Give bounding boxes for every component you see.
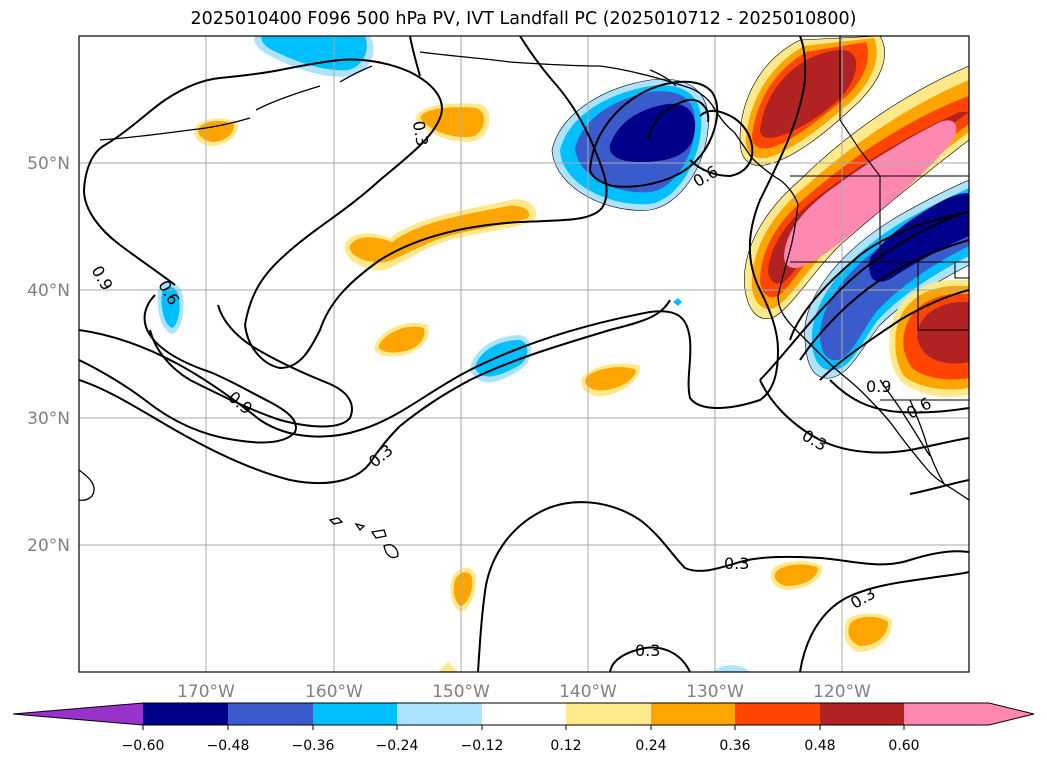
gridlines [79, 36, 969, 672]
contour-label: 0.3 [409, 119, 432, 147]
lat-label-30n: 30°N [27, 409, 70, 429]
colorbar-swatch [735, 703, 820, 725]
lat-label-20n: 20°N [27, 536, 70, 556]
lat-label-40n: 40°N [27, 281, 70, 301]
positive-anomaly-pacific-northwest [744, 65, 969, 319]
colorbar-tick-label: 0.12 [550, 738, 581, 754]
positive-anomaly-bc-coast [739, 36, 885, 166]
contour-label: 0.3 [635, 641, 660, 660]
contour-label: 0.9 [866, 377, 891, 396]
colorbar-swatch [228, 703, 313, 725]
negative-anomaly-patches [157, 281, 750, 672]
colorbar-swatch [143, 703, 228, 725]
lat-label-50n: 50°N [27, 154, 70, 174]
longitude-labels: 170°W 160°W 150°W 140°W 130°W 120°W [177, 682, 871, 702]
colorbar-tick-label: 0.48 [804, 738, 835, 754]
colorbar-under-swatch [13, 703, 143, 725]
political-borders [790, 36, 969, 401]
contour-label: 0.3 [724, 554, 749, 573]
colorbar-swatch [820, 703, 904, 725]
positive-anomaly-patches [194, 103, 893, 672]
negative-anomaly-southwest [804, 179, 969, 379]
colorbar-tick-label: 0.60 [888, 738, 919, 754]
colorbar-tick-label: −0.12 [461, 738, 504, 754]
colorbar-tick-label: −0.24 [376, 738, 419, 754]
map-title: 2025010400 F096 500 hPa PV, IVT Landfall… [190, 9, 857, 29]
map-frame [78, 35, 970, 673]
lon-label-160w: 160°W [305, 682, 363, 702]
colorbar-swatch [651, 703, 735, 725]
lon-label-130w: 130°W [686, 682, 744, 702]
lon-label-140w: 140°W [559, 682, 617, 702]
colorbar-tick-label: 0.36 [719, 738, 750, 754]
lon-label-150w: 150°W [432, 682, 490, 702]
colorbar-swatch [313, 703, 397, 725]
lon-label-120w: 120°W [813, 682, 871, 702]
contours [79, 36, 969, 672]
coastlines [79, 51, 969, 559]
negative-anomaly-north [254, 36, 374, 77]
lon-label-170w: 170°W [177, 682, 235, 702]
colorbar-over-swatch [904, 703, 1034, 725]
colorbar-tick-label: −0.60 [122, 738, 165, 754]
colorbar-tick-label: −0.36 [292, 738, 335, 754]
colorbar-tick-label: −0.48 [207, 738, 250, 754]
colorbar-swatch [566, 703, 651, 725]
colorbar-tick-label: 0.24 [635, 738, 666, 754]
latitude-labels: 50°N 40°N 30°N 20°N [27, 154, 70, 556]
colorbar-swatch [397, 703, 482, 725]
colorbar: −0.60 −0.48 −0.36 −0.24 −0.12 0.12 0.24 … [12, 702, 1035, 754]
colorbar-swatch [482, 703, 566, 725]
